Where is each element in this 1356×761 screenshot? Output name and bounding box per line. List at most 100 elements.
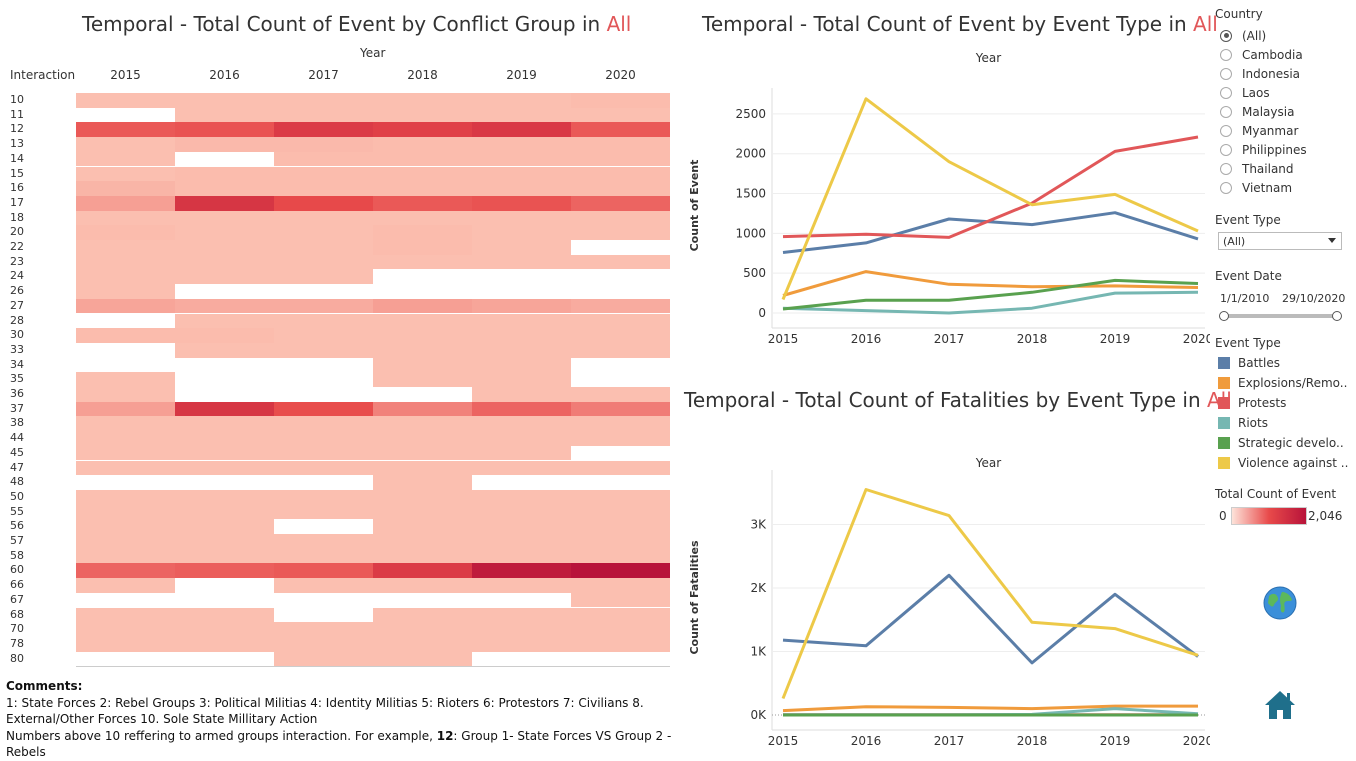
- heatmap-cell[interactable]: [472, 592, 571, 608]
- heatmap-cell[interactable]: [274, 622, 373, 637]
- heatmap-cell[interactable]: [373, 372, 472, 387]
- heatmap-cell[interactable]: [76, 254, 175, 270]
- heatmap-cell[interactable]: [373, 519, 472, 534]
- legend-item[interactable]: Riots: [1218, 413, 1268, 432]
- heatmap-cell[interactable]: [373, 636, 472, 652]
- heatmap-cell[interactable]: [274, 607, 373, 623]
- date-slider-track[interactable]: [1224, 314, 1338, 318]
- heatmap-cell[interactable]: [274, 313, 373, 329]
- legend-item[interactable]: Battles: [1218, 353, 1280, 372]
- heatmap-cell[interactable]: [76, 401, 175, 417]
- heatmap-cell[interactable]: [472, 195, 571, 211]
- home-icon[interactable]: [1263, 688, 1297, 722]
- heatmap-cell[interactable]: [274, 519, 373, 534]
- heatmap-cell[interactable]: [274, 475, 373, 490]
- heatmap-cell[interactable]: [373, 210, 472, 226]
- heatmap-cell[interactable]: [571, 489, 670, 505]
- heatmap-cell[interactable]: [175, 592, 274, 608]
- heatmap-cell[interactable]: [571, 578, 670, 593]
- heatmap-cell[interactable]: [76, 122, 175, 138]
- heatmap-cell[interactable]: [175, 225, 274, 240]
- heatmap-cell[interactable]: [76, 578, 175, 593]
- heatmap-cell[interactable]: [274, 416, 373, 432]
- radio-button[interactable]: [1220, 67, 1232, 80]
- heatmap-cell[interactable]: [373, 504, 472, 520]
- heatmap-cell[interactable]: [76, 93, 175, 108]
- heatmap[interactable]: Year Interaction 2015 2016 2017 2018 2019 202…: [0, 40, 680, 670]
- heatmap-cell[interactable]: [373, 563, 472, 579]
- heatmap-cell[interactable]: [472, 636, 571, 652]
- heatmap-cell[interactable]: [76, 151, 175, 167]
- heatmap-cell[interactable]: [76, 313, 175, 329]
- heatmap-cell[interactable]: [274, 254, 373, 270]
- legend-item[interactable]: Strategic develo..: [1218, 433, 1344, 452]
- radio-button[interactable]: [1220, 124, 1232, 137]
- heatmap-cell[interactable]: [571, 254, 670, 270]
- radio-button[interactable]: [1220, 48, 1232, 61]
- heatmap-cell[interactable]: [571, 416, 670, 432]
- heatmap-cell[interactable]: [274, 93, 373, 108]
- heatmap-cell[interactable]: [76, 240, 175, 255]
- heatmap-cell[interactable]: [373, 328, 472, 343]
- heatmap-cell[interactable]: [472, 607, 571, 623]
- heatmap-cell[interactable]: [76, 342, 175, 358]
- heatmap-cell[interactable]: [76, 622, 175, 637]
- heatmap-cell[interactable]: [571, 548, 670, 564]
- heatmap-cell[interactable]: [274, 548, 373, 564]
- heatmap-cell[interactable]: [571, 122, 670, 138]
- heatmap-cell[interactable]: [571, 372, 670, 387]
- heatmap-cell[interactable]: [274, 460, 373, 476]
- heatmap-cell[interactable]: [571, 313, 670, 329]
- heatmap-cell[interactable]: [373, 342, 472, 358]
- heatmap-cell[interactable]: [373, 166, 472, 182]
- heatmap-cell[interactable]: [472, 284, 571, 299]
- heatmap-cell[interactable]: [175, 269, 274, 285]
- heatmap-cell[interactable]: [571, 107, 670, 123]
- heatmap-cell[interactable]: [274, 166, 373, 182]
- heatmap-cell[interactable]: [175, 298, 274, 314]
- country-option[interactable]: Philippines: [1220, 140, 1307, 159]
- heatmap-cell[interactable]: [571, 651, 670, 667]
- heatmap-cell[interactable]: [274, 592, 373, 608]
- heatmap-cell[interactable]: [175, 489, 274, 505]
- heatmap-cell[interactable]: [472, 225, 571, 240]
- heatmap-cell[interactable]: [472, 504, 571, 520]
- heatmap-cell[interactable]: [175, 445, 274, 461]
- heatmap-cell[interactable]: [472, 578, 571, 593]
- heatmap-cell[interactable]: [571, 475, 670, 490]
- heatmap-cell[interactable]: [571, 225, 670, 240]
- heatmap-cell[interactable]: [571, 401, 670, 417]
- heatmap-cell[interactable]: [571, 534, 670, 549]
- heatmap-cell[interactable]: [76, 548, 175, 564]
- heatmap-cell[interactable]: [175, 607, 274, 623]
- heatmap-cell[interactable]: [472, 489, 571, 505]
- heatmap-cell[interactable]: [76, 607, 175, 623]
- heatmap-cell[interactable]: [175, 534, 274, 549]
- heatmap-cell[interactable]: [373, 460, 472, 476]
- heatmap-cell[interactable]: [472, 151, 571, 167]
- heatmap-cell[interactable]: [472, 387, 571, 402]
- heatmap-cell[interactable]: [571, 445, 670, 461]
- heatmap-cell[interactable]: [571, 622, 670, 637]
- heatmap-cell[interactable]: [571, 298, 670, 314]
- heatmap-cell[interactable]: [472, 210, 571, 226]
- heatmap-cell[interactable]: [274, 431, 373, 446]
- heatmap-cell[interactable]: [373, 284, 472, 299]
- country-option[interactable]: Myanmar: [1220, 121, 1298, 140]
- heatmap-cell[interactable]: [175, 651, 274, 667]
- heatmap-cell[interactable]: [175, 636, 274, 652]
- heatmap-cell[interactable]: [76, 563, 175, 579]
- heatmap-cell[interactable]: [76, 107, 175, 123]
- heatmap-cell[interactable]: [472, 240, 571, 255]
- heatmap-cell[interactable]: [472, 519, 571, 534]
- heatmap-cell[interactable]: [472, 181, 571, 196]
- heatmap-cell[interactable]: [472, 431, 571, 446]
- heatmap-cell[interactable]: [76, 489, 175, 505]
- heatmap-cell[interactable]: [175, 475, 274, 490]
- heatmap-cell[interactable]: [274, 636, 373, 652]
- heatmap-cell[interactable]: [373, 445, 472, 461]
- heatmap-cell[interactable]: [571, 636, 670, 652]
- heatmap-cell[interactable]: [175, 107, 274, 123]
- heatmap-cell[interactable]: [373, 387, 472, 402]
- heatmap-cell[interactable]: [76, 636, 175, 652]
